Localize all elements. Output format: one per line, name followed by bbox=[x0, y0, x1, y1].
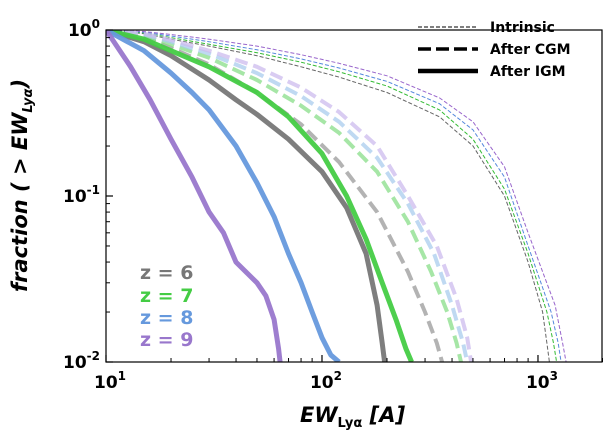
y-axis-label-close: ) bbox=[8, 79, 32, 90]
redshift-label-z8: z = 8 bbox=[140, 307, 193, 329]
y-axis-label-ew: EW bbox=[8, 112, 32, 150]
x-axis-label-subscript: Lyα bbox=[338, 416, 363, 431]
series-z7-intrinsic bbox=[106, 30, 558, 362]
x-tick-label: 103 bbox=[526, 369, 558, 393]
series-z9-after-igm bbox=[106, 30, 283, 362]
y-tick-label: 10-2 bbox=[63, 349, 100, 373]
series-z9-intrinsic bbox=[106, 30, 567, 362]
redshift-label-z9: z = 9 bbox=[140, 329, 193, 351]
redshift-label-z6: z = 6 bbox=[140, 262, 193, 284]
legend-label-intrinsic: Intrinsic bbox=[490, 20, 555, 36]
y-axis-label-main: fraction ( > bbox=[8, 150, 32, 292]
series-z7-after-cgm bbox=[106, 30, 463, 362]
redshift-label-z7: z = 7 bbox=[140, 285, 193, 307]
y-tick-label: 100 bbox=[68, 17, 100, 41]
x-axis-label: EWLyα [A] bbox=[300, 403, 405, 431]
x-tick-label: 101 bbox=[94, 369, 126, 393]
series-z8-after-igm bbox=[106, 30, 341, 362]
series-z7-after-igm bbox=[106, 30, 414, 362]
y-axis-label-subscript: Lyα bbox=[21, 88, 36, 112]
series-z6-after-igm bbox=[106, 30, 388, 362]
x-tick-label: 102 bbox=[310, 369, 342, 393]
x-axis-label-main: EW bbox=[300, 403, 338, 427]
axis-ticks: 101 102 103 100 10-1 10-2 bbox=[63, 17, 603, 393]
legend: Intrinsic After CGM After IGM bbox=[418, 20, 571, 80]
redshift-labels: z = 6 z = 7 z = 8 z = 9 bbox=[140, 262, 193, 351]
y-axis-label: fraction ( > EWLyα) bbox=[8, 79, 36, 292]
legend-label-after-igm: After IGM bbox=[490, 64, 566, 80]
x-axis-label-unit: [A] bbox=[362, 403, 405, 427]
series-layer bbox=[106, 30, 567, 362]
y-tick-label: 10-1 bbox=[63, 183, 100, 207]
series-z9-after-cgm bbox=[106, 30, 474, 362]
legend-label-after-cgm: After CGM bbox=[490, 42, 571, 58]
series-z8-intrinsic bbox=[106, 30, 562, 362]
